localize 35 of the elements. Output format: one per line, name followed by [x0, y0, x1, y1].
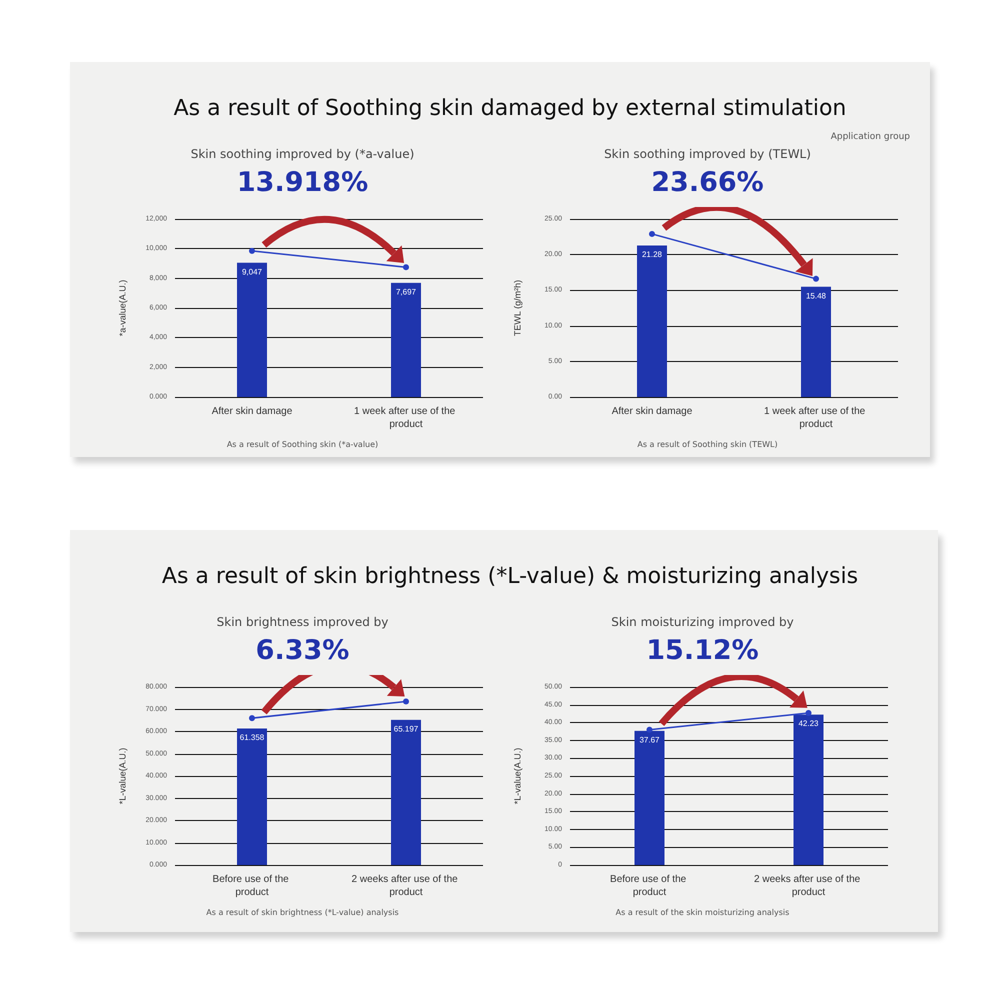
- data-label: 65.197: [394, 724, 419, 734]
- chart-subtitle: 23.66%: [650, 167, 765, 198]
- x-tick-label: 2 weeks after use of the product: [352, 874, 460, 898]
- text: As a result of skin brightness (*L-value) & moisturizing analysis: [160, 564, 860, 589]
- chart-title: Skin brightness improved by: [216, 615, 390, 629]
- x-tick-label: Before use of the product: [212, 874, 292, 898]
- data-label: 42.23: [798, 719, 820, 728]
- chart-title: Skin moisturizing improved by: [610, 615, 795, 629]
- chart-subtitle: 6.33%: [254, 635, 350, 666]
- text: As a result of Soothing skin (TEWL): [636, 440, 779, 449]
- x-tick-label: 1 week after use of the product: [764, 406, 868, 430]
- chart-subtitle: 15.12%: [645, 635, 760, 666]
- data-label: 9,047: [242, 267, 263, 276]
- data-label: 61.358: [240, 732, 265, 742]
- text: As a result of Soothing skin damaged by external stimulation: [172, 96, 848, 121]
- data-label: 7,697: [396, 287, 417, 296]
- x-tick-label: 1 week after use of the product: [354, 406, 458, 430]
- y-axis-title: *L-value(A.U.): [118, 748, 128, 804]
- x-tick-label: 2 weeks after use of the product: [754, 874, 863, 898]
- chart-title: Skin soothing improved by (TEWL): [603, 147, 812, 161]
- text: As a result of skin brightness (*L-value) analysis: [205, 908, 400, 917]
- text: Application group: [830, 132, 910, 142]
- x-tick-label: After skin damage: [212, 406, 293, 417]
- chart-title: Skin soothing improved by (*a-value): [190, 147, 416, 161]
- y-axis-title: *L-value(A.U.): [512, 748, 522, 804]
- data-label: 15.48: [806, 291, 827, 300]
- x-tick-label: Before use of the product: [610, 874, 689, 898]
- y-axis-title: *a-value(A.U.): [118, 280, 128, 336]
- data-label: 37.67: [639, 735, 660, 744]
- data-label: 21.28: [642, 250, 663, 259]
- x-tick-label: After skin damage: [612, 406, 693, 417]
- text: As a result of the skin moisturizing analysis: [614, 908, 790, 917]
- y-axis-title: TEWL (g/m²h): [512, 280, 522, 336]
- text: As a result of Soothing skin (*a-value): [226, 440, 380, 449]
- chart-subtitle: 13.918%: [236, 167, 370, 198]
